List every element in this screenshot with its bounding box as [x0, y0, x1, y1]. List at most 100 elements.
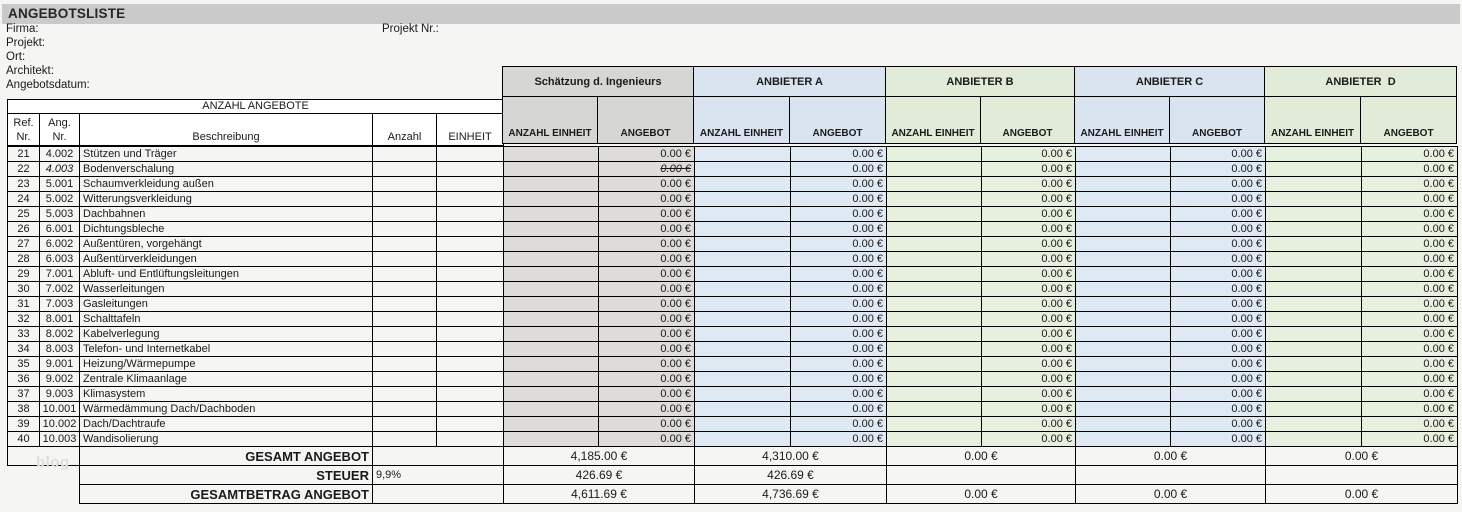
cell-angebot-2[interactable]: 0.00 €	[981, 251, 1076, 267]
cell-ref-nr[interactable]: 40	[7, 431, 40, 447]
cell-anzahl-einheit-2[interactable]	[886, 146, 982, 162]
cell-ref-nr[interactable]: 27	[7, 236, 40, 252]
cell-anzahl-einheit-1[interactable]	[694, 326, 791, 342]
cell-angebot-4[interactable]: 0.00 €	[1361, 146, 1458, 162]
cell-angebot-3[interactable]: 0.00 €	[1170, 251, 1266, 267]
cell-anzahl-einheit-2[interactable]	[886, 401, 982, 417]
cell-ref-nr[interactable]: 34	[7, 341, 40, 357]
cell-angebot-3[interactable]: 0.00 €	[1170, 236, 1266, 252]
cell-einheit[interactable]	[436, 386, 504, 402]
cell-ang-nr[interactable]: 5.002	[39, 191, 80, 207]
cell-ang-nr[interactable]: 10.002	[39, 416, 80, 432]
cell-anzahl-einheit-2[interactable]	[886, 266, 982, 282]
total-mid-cell-2[interactable]	[372, 484, 504, 504]
cell-beschreibung[interactable]: Außentürverkleidungen	[79, 251, 373, 267]
cell-ang-nr[interactable]: 8.001	[39, 311, 80, 327]
cell-angebot-0[interactable]: 0.00 €	[598, 296, 695, 312]
cell-einheit[interactable]	[436, 191, 504, 207]
cell-angebot-3[interactable]: 0.00 €	[1170, 431, 1266, 447]
cell-angebot-1[interactable]: 0.00 €	[790, 236, 887, 252]
total-value-2-3[interactable]: 0.00 €	[1075, 484, 1266, 504]
cell-einheit[interactable]	[436, 356, 504, 372]
cell-ang-nr[interactable]: 9.002	[39, 371, 80, 387]
cell-anzahl[interactable]	[372, 356, 437, 372]
cell-ang-nr[interactable]: 7.002	[39, 281, 80, 297]
cell-anzahl-einheit-4[interactable]	[1265, 206, 1362, 222]
cell-anzahl-einheit-4[interactable]	[1265, 356, 1362, 372]
cell-anzahl[interactable]	[372, 191, 437, 207]
cell-anzahl-einheit-4[interactable]	[1265, 236, 1362, 252]
cell-anzahl[interactable]	[372, 236, 437, 252]
cell-anzahl-einheit-0[interactable]	[503, 251, 599, 267]
cell-einheit[interactable]	[436, 221, 504, 237]
cell-beschreibung[interactable]: Stützen und Träger	[79, 146, 373, 162]
cell-anzahl-einheit-1[interactable]	[694, 266, 791, 282]
cell-angebot-4[interactable]: 0.00 €	[1361, 191, 1458, 207]
cell-anzahl-einheit-3[interactable]	[1075, 371, 1171, 387]
cell-ref-nr[interactable]: 28	[7, 251, 40, 267]
cell-anzahl-einheit-1[interactable]	[694, 356, 791, 372]
cell-einheit[interactable]	[436, 296, 504, 312]
cell-angebot-2[interactable]: 0.00 €	[981, 326, 1076, 342]
cell-einheit[interactable]	[436, 416, 504, 432]
cell-anzahl[interactable]	[372, 326, 437, 342]
total-value-2-1[interactable]: 4,736.69 €	[694, 484, 887, 504]
cell-angebot-3[interactable]: 0.00 €	[1170, 416, 1266, 432]
cell-angebot-1[interactable]: 0.00 €	[790, 161, 887, 177]
cell-anzahl-einheit-0[interactable]	[503, 191, 599, 207]
cell-angebot-2[interactable]: 0.00 €	[981, 281, 1076, 297]
cell-angebot-0[interactable]: 0.00 €	[598, 206, 695, 222]
cell-anzahl-einheit-4[interactable]	[1265, 371, 1362, 387]
cell-beschreibung[interactable]: Zentrale Klimaanlage	[79, 371, 373, 387]
cell-angebot-2[interactable]: 0.00 €	[981, 341, 1076, 357]
cell-anzahl-einheit-3[interactable]	[1075, 296, 1171, 312]
cell-ang-nr[interactable]: 6.003	[39, 251, 80, 267]
cell-ang-nr[interactable]: 5.003	[39, 206, 80, 222]
cell-ang-nr[interactable]: 7.003	[39, 296, 80, 312]
cell-beschreibung[interactable]: Gasleitungen	[79, 296, 373, 312]
cell-anzahl-einheit-1[interactable]	[694, 341, 791, 357]
cell-angebot-2[interactable]: 0.00 €	[981, 221, 1076, 237]
cell-beschreibung[interactable]: Schaumverkleidung außen	[79, 176, 373, 192]
cell-ang-nr[interactable]: 10.003	[39, 431, 80, 447]
cell-ref-nr[interactable]: 29	[7, 266, 40, 282]
cell-beschreibung[interactable]: Witterungsverkleidung	[79, 191, 373, 207]
total-value-0-1[interactable]: 4,310.00 €	[694, 446, 887, 466]
cell-anzahl-einheit-1[interactable]	[694, 146, 791, 162]
cell-angebot-4[interactable]: 0.00 €	[1361, 296, 1458, 312]
cell-beschreibung[interactable]: Heizung/Wärmepumpe	[79, 356, 373, 372]
cell-anzahl-einheit-3[interactable]	[1075, 416, 1171, 432]
cell-angebot-4[interactable]: 0.00 €	[1361, 386, 1458, 402]
cell-anzahl-einheit-0[interactable]	[503, 281, 599, 297]
cell-angebot-0[interactable]: 0.00 €	[598, 416, 695, 432]
cell-einheit[interactable]	[436, 401, 504, 417]
total-value-1-4[interactable]	[1265, 465, 1458, 485]
cell-angebot-3[interactable]: 0.00 €	[1170, 191, 1266, 207]
cell-anzahl-einheit-2[interactable]	[886, 236, 982, 252]
cell-ref-nr[interactable]: 32	[7, 311, 40, 327]
cell-anzahl-einheit-1[interactable]	[694, 221, 791, 237]
cell-anzahl-einheit-3[interactable]	[1075, 356, 1171, 372]
cell-angebot-1[interactable]: 0.00 €	[790, 416, 887, 432]
cell-angebot-0[interactable]: 0.00 €	[598, 221, 695, 237]
cell-einheit[interactable]	[436, 176, 504, 192]
cell-anzahl-einheit-2[interactable]	[886, 371, 982, 387]
total-value-1-0[interactable]: 426.69 €	[503, 465, 695, 485]
cell-ang-nr[interactable]: 7.001	[39, 266, 80, 282]
cell-angebot-2[interactable]: 0.00 €	[981, 266, 1076, 282]
cell-anzahl-einheit-0[interactable]	[503, 296, 599, 312]
cell-anzahl-einheit-3[interactable]	[1075, 146, 1171, 162]
cell-angebot-4[interactable]: 0.00 €	[1361, 161, 1458, 177]
cell-ref-nr[interactable]: 30	[7, 281, 40, 297]
cell-anzahl-einheit-1[interactable]	[694, 416, 791, 432]
cell-angebot-3[interactable]: 0.00 €	[1170, 146, 1266, 162]
cell-angebot-2[interactable]: 0.00 €	[981, 401, 1076, 417]
cell-angebot-0[interactable]: 0.00 €	[598, 161, 695, 177]
cell-anzahl-einheit-2[interactable]	[886, 416, 982, 432]
cell-beschreibung[interactable]: Außentüren, vorgehängt	[79, 236, 373, 252]
cell-anzahl-einheit-1[interactable]	[694, 236, 791, 252]
cell-ang-nr[interactable]: 8.003	[39, 341, 80, 357]
cell-anzahl-einheit-0[interactable]	[503, 386, 599, 402]
cell-angebot-1[interactable]: 0.00 €	[790, 401, 887, 417]
cell-ang-nr[interactable]: 9.003	[39, 386, 80, 402]
